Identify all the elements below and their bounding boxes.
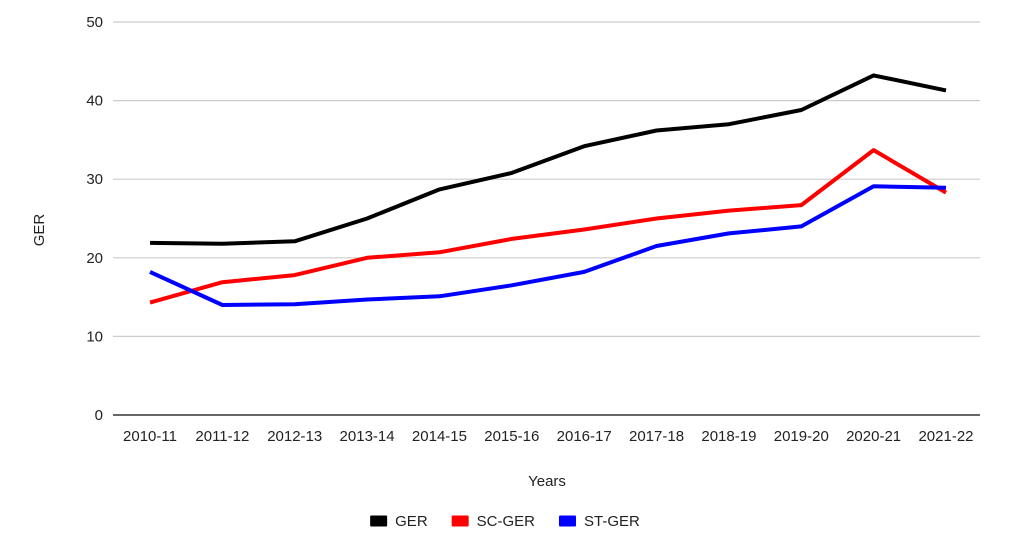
x-tick-label: 2015-16 xyxy=(484,428,539,445)
y-tick-label: 10 xyxy=(86,328,103,345)
legend-label: ST-GER xyxy=(584,513,640,530)
x-tick-labels: 2010-11 2011-12 2012-13 2013-14 2014-15 2015-… xyxy=(123,428,974,445)
x-tick-label: 2014-15 xyxy=(412,428,467,445)
y-tick-label: 40 xyxy=(86,93,103,110)
x-tick-label: 2019-20 xyxy=(774,428,829,445)
legend-label: GER xyxy=(395,513,428,530)
legend-swatch-st-ger xyxy=(559,515,577,527)
y-tick-label: 50 xyxy=(86,14,103,31)
legend: GER SC-GER ST-GER xyxy=(370,513,640,530)
x-tick-label: 2012-13 xyxy=(267,428,322,445)
legend-label: SC-GER xyxy=(477,513,536,530)
x-tick-label: 2016-17 xyxy=(557,428,612,445)
y-axis-title: GER xyxy=(31,214,48,247)
y-tick-labels: 0 10 20 30 40 50 xyxy=(86,14,103,424)
series-line-sc-ger xyxy=(149,148,948,305)
series-line-ger xyxy=(149,73,947,246)
x-axis-title: Years xyxy=(528,473,566,490)
y-tick-label: 0 xyxy=(95,407,103,424)
series-lines xyxy=(149,73,948,307)
y-tick-label: 20 xyxy=(86,250,103,267)
x-tick-label: 2010-11 xyxy=(123,428,177,445)
x-tick-label: 2017-18 xyxy=(629,428,684,445)
x-tick-label: 2020-21 xyxy=(846,428,901,445)
x-tick-label: 2013-14 xyxy=(340,428,395,445)
x-tick-label: 2011-12 xyxy=(195,428,249,445)
x-tick-label: 2021-22 xyxy=(918,428,973,445)
series-line-st-ger xyxy=(149,184,947,307)
legend-swatch-ger xyxy=(370,515,388,527)
gridlines xyxy=(113,21,980,416)
y-tick-label: 30 xyxy=(86,171,103,188)
x-tick-label: 2018-19 xyxy=(701,428,756,445)
legend-swatch-sc-ger xyxy=(451,515,469,527)
